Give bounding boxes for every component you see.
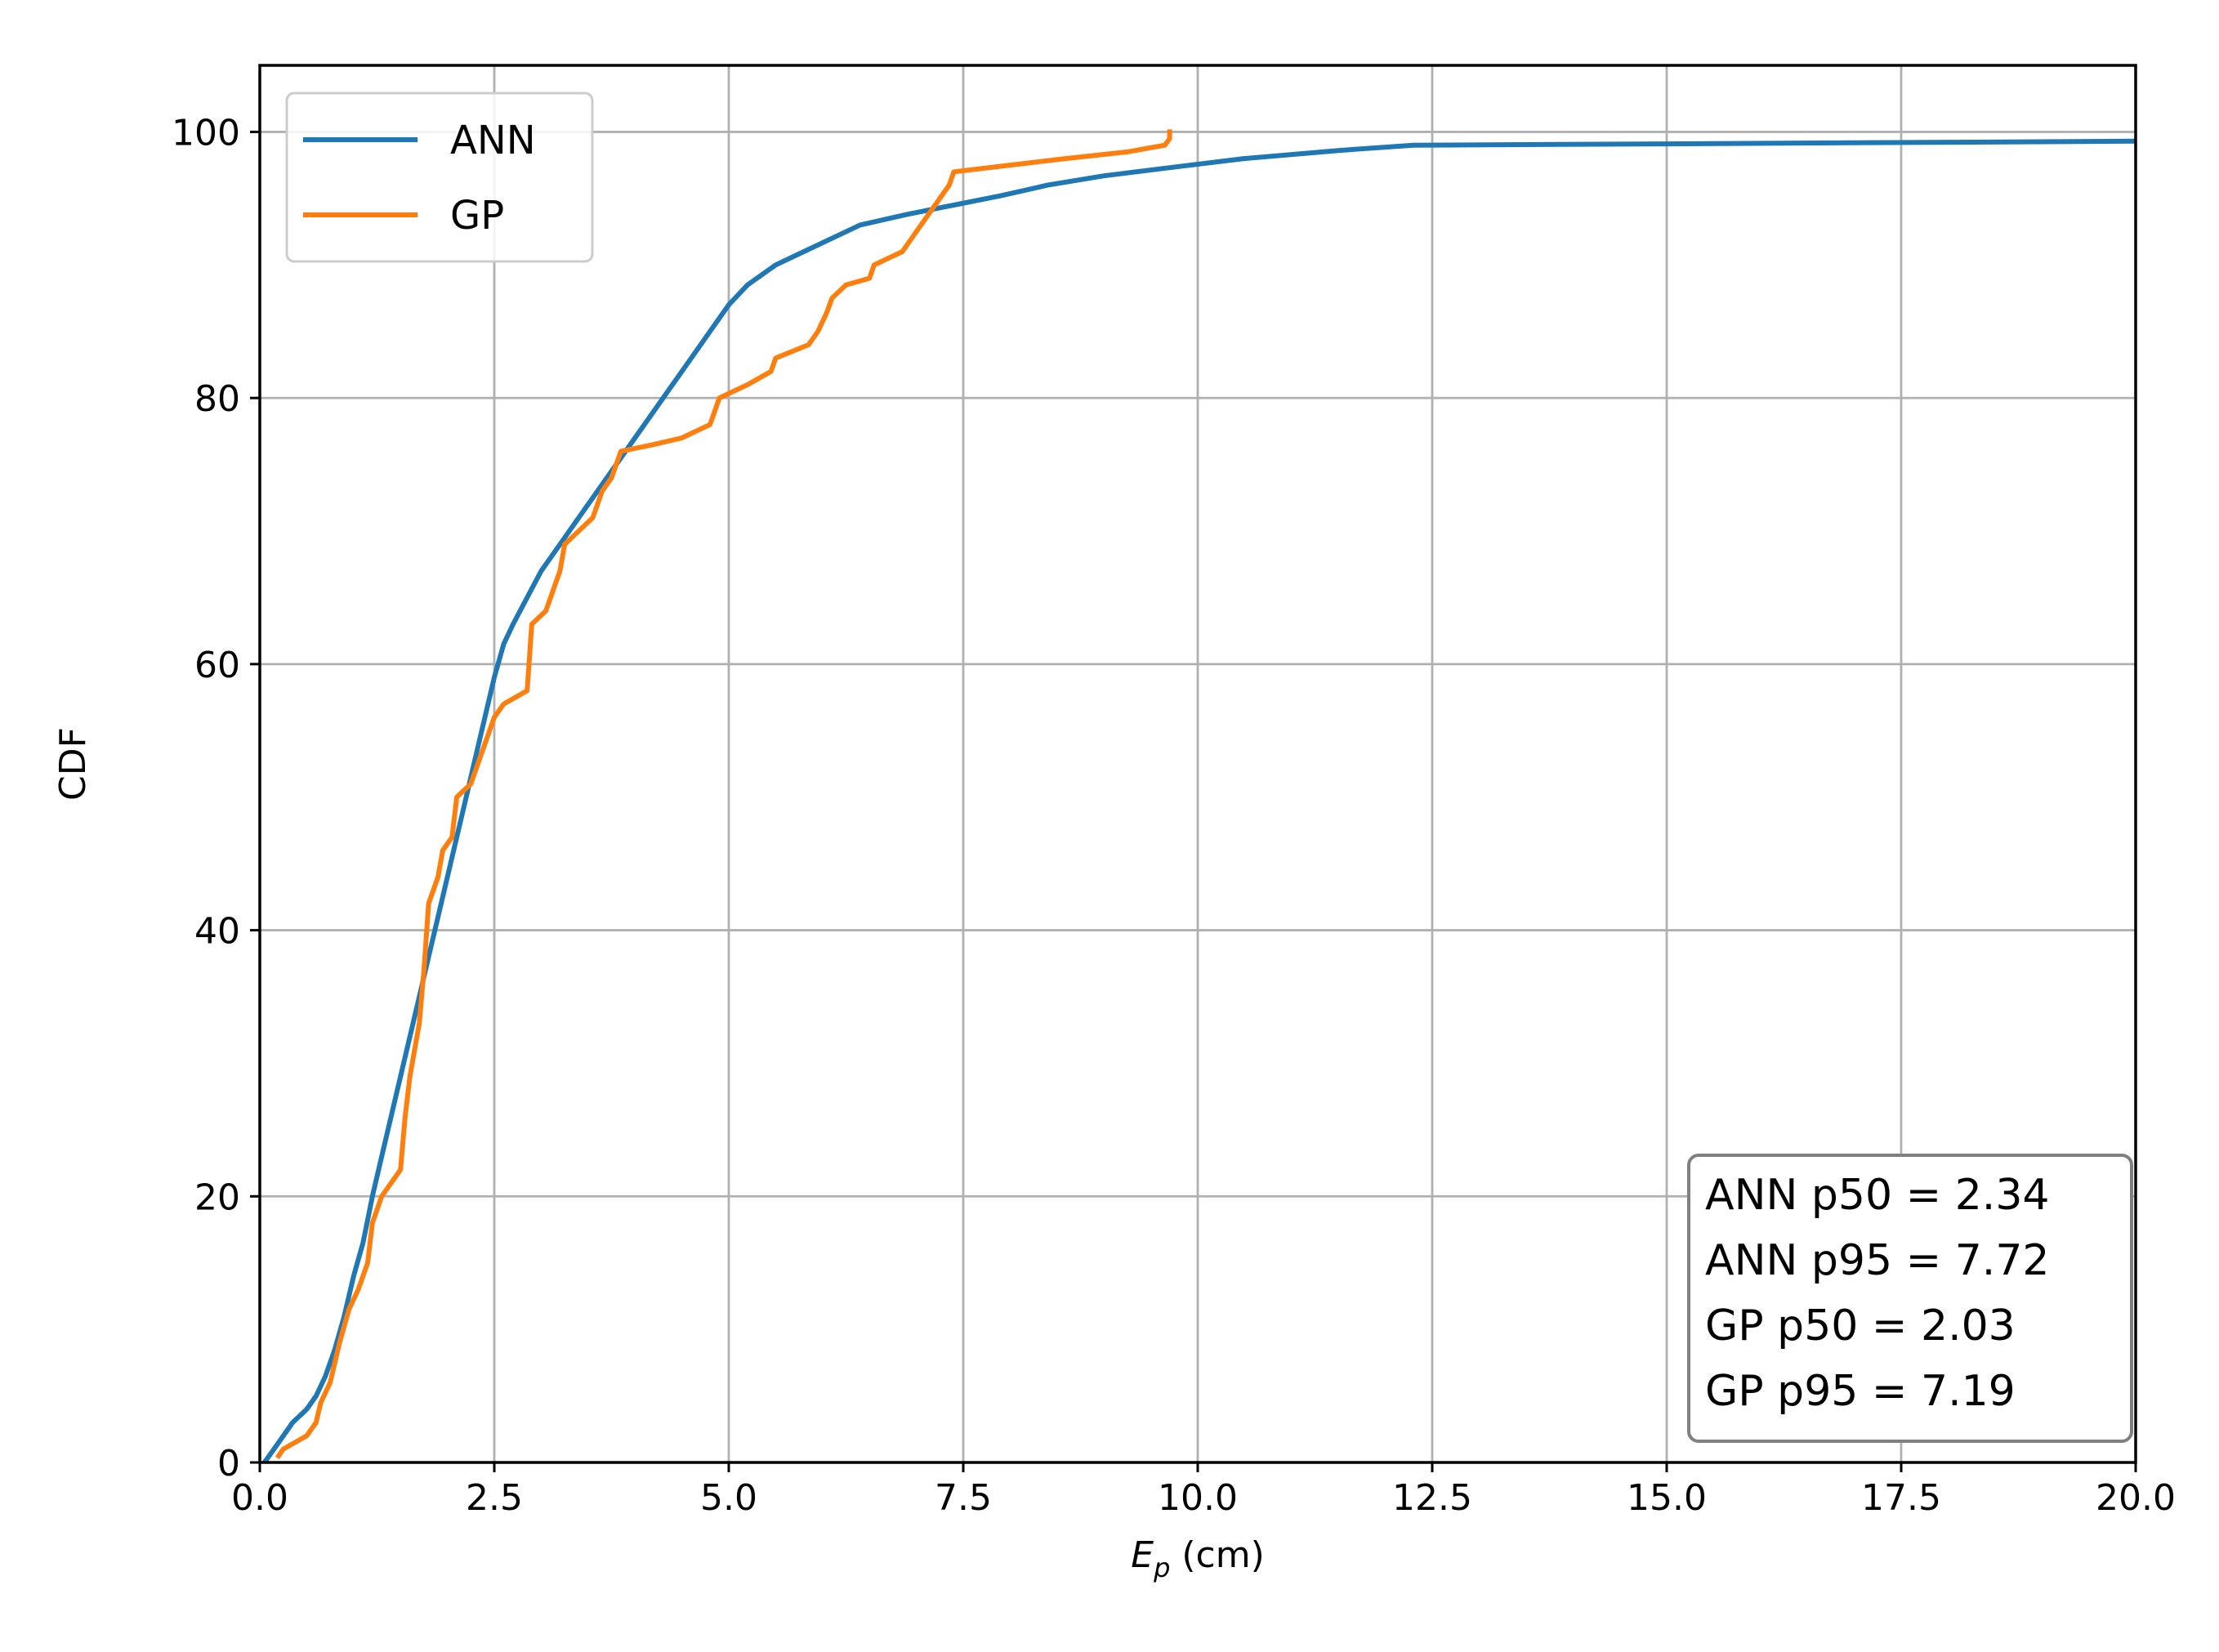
legend-box <box>285 92 594 263</box>
legend-label-ann: ANN <box>450 118 536 163</box>
x-tick-label: 2.5 <box>466 1477 523 1519</box>
x-tick-label: 10.0 <box>1158 1477 1238 1519</box>
y-tick-label: 80 <box>194 378 240 420</box>
legend: ANN GP <box>285 92 594 263</box>
stats-annotation-box: ANN p50 = 2.34 ANN p95 = 7.72 GP p50 = 2.0… <box>1687 1154 2133 1443</box>
x-axis-label: Ep (cm) <box>1131 1534 1265 1583</box>
legend-label-gp: GP <box>450 193 504 239</box>
x-tick-label: 15.0 <box>1627 1477 1707 1519</box>
x-tick-label: 5.0 <box>700 1477 757 1519</box>
x-tick-label: 0.0 <box>231 1477 288 1519</box>
stats-annotation-line: GP p95 = 7.19 <box>1705 1367 2016 1416</box>
x-axis-label-symbol: E <box>1131 1534 1154 1576</box>
series-line-gp <box>275 129 1172 1460</box>
x-tick-label: 12.5 <box>1392 1477 1472 1519</box>
y-tick-label: 40 <box>194 911 240 953</box>
x-tick-label: 17.5 <box>1861 1477 1941 1519</box>
y-tick-label: 100 <box>172 112 240 154</box>
stats-annotation-line: ANN p95 = 7.72 <box>1705 1236 2049 1285</box>
x-tick-label: 20.0 <box>2096 1477 2176 1519</box>
series-line-ann <box>261 138 2136 1462</box>
y-axis-label: CDF <box>52 727 94 801</box>
x-axis-label-subscript: p <box>1153 1552 1170 1583</box>
stats-annotation-frame <box>1687 1154 2133 1443</box>
stats-annotation-line: GP p50 = 2.03 <box>1705 1302 2016 1351</box>
y-tick-label: 20 <box>194 1176 240 1218</box>
x-tick-label: 7.5 <box>935 1477 992 1519</box>
stats-annotation-line: ANN p50 = 2.34 <box>1705 1171 2049 1220</box>
y-tick-label: 60 <box>194 645 240 686</box>
series-layer <box>261 129 2136 1462</box>
x-axis-label-unit: (cm) <box>1170 1534 1264 1576</box>
tick-layer: 0.0 2.5 5.0 7.5 10.0 12.5 15.0 17.5 20.0 0 20 40 60 8… <box>172 112 2176 1519</box>
y-tick-label: 0 <box>217 1443 240 1485</box>
